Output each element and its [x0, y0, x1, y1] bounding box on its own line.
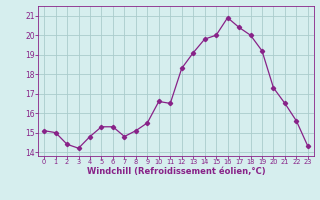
X-axis label: Windchill (Refroidissement éolien,°C): Windchill (Refroidissement éolien,°C) [87, 167, 265, 176]
